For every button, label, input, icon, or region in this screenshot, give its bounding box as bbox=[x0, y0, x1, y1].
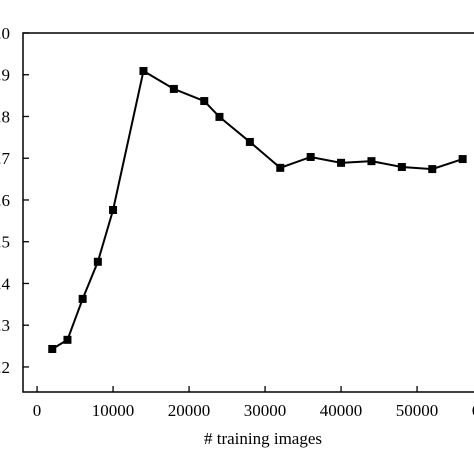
point-marker bbox=[93, 257, 102, 266]
point-marker bbox=[367, 157, 376, 166]
point-marker bbox=[428, 165, 437, 174]
y-tick-label: 0.9 bbox=[0, 66, 10, 85]
y-tick-label: 1.0 bbox=[0, 24, 10, 43]
x-tick-label: 40000 bbox=[320, 401, 363, 420]
point-marker bbox=[78, 294, 87, 303]
y-tick-label: 0.4 bbox=[0, 274, 11, 293]
point-marker bbox=[458, 155, 467, 164]
point-marker bbox=[276, 163, 285, 172]
point-marker bbox=[200, 97, 209, 106]
plot-frame bbox=[22, 32, 474, 393]
y-tick-label: 0.2 bbox=[0, 358, 10, 377]
point-marker bbox=[397, 162, 406, 171]
x-tick-label: 30000 bbox=[244, 401, 287, 420]
point-marker bbox=[337, 158, 346, 167]
x-tick-label: 50000 bbox=[396, 401, 439, 420]
point-marker bbox=[245, 137, 254, 146]
point-marker bbox=[109, 205, 118, 214]
point-marker bbox=[63, 335, 72, 344]
y-tick-label: 0.6 bbox=[0, 191, 10, 210]
y-tick-label: 0.3 bbox=[0, 316, 10, 335]
x-tick-label: 0 bbox=[33, 401, 42, 420]
point-marker bbox=[169, 84, 178, 93]
y-tick-label: 0.8 bbox=[0, 107, 10, 126]
point-marker bbox=[139, 66, 148, 75]
point-marker bbox=[215, 112, 224, 121]
y-tick-label: 0.5 bbox=[0, 233, 10, 252]
point-marker bbox=[48, 345, 57, 354]
point-marker bbox=[306, 152, 315, 161]
x-axis-label: # training images bbox=[204, 429, 322, 448]
y-tick-label: 0.7 bbox=[0, 149, 11, 168]
x-tick-label: 10000 bbox=[92, 401, 135, 420]
x-tick-label: 20000 bbox=[168, 401, 211, 420]
x-tick-label: 60000 bbox=[472, 401, 474, 420]
